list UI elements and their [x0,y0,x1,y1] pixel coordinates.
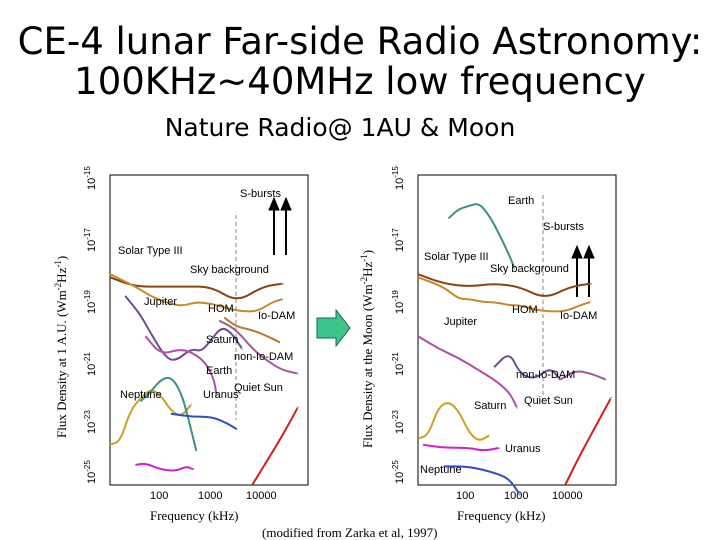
left-series-earth [139,376,198,452]
left-series-solar-type-iii [109,273,284,313]
right-label-hom: HOM [512,304,538,316]
left-label-io-dam: Io-DAM [258,310,295,322]
right-ytick-23: 10-23 [391,410,406,434]
left-label-earth: Earth [206,365,232,377]
right-plot-frame [417,174,617,486]
right-label-sky-background: Sky background [490,263,569,275]
left-label-s-bursts: S-bursts [240,188,281,200]
right-sburst-arrows [571,244,595,297]
right-ytick-21: 10-21 [391,352,406,376]
right-xtick-1000: 1000 [504,490,528,502]
right-label-earth: Earth [508,195,534,207]
right-xtick-100: 100 [456,490,474,502]
left-label-non-io-dam: non-Io-DAM [234,351,293,363]
right-label-quiet-sun: Quiet Sun [524,395,573,407]
left-label-neptune: Neptune [120,389,162,401]
right-label-uranus: Uranus [505,443,541,455]
left-xlabel: Frequency (kHz) [150,508,238,523]
left-series-sky-background [223,316,281,344]
left-label-solar-type-iii: Solar Type III [118,245,183,257]
right-label-solar-type-iii: Solar Type III [424,251,489,263]
page-title-line1: CE-4 lunar Far-side Radio Astronomy: [17,20,703,63]
right-series-solar-type-iii [417,276,592,313]
left-series-hom [124,295,243,361]
left-series-io-dam [218,319,299,375]
right-series-jupiter [417,335,518,409]
transfer-arrow-icon [316,308,351,348]
page-title-line2: 100KHz~40MHz low frequency [74,60,646,103]
right-series-uranus [422,443,501,452]
left-label-sky-background: Sky background [190,264,269,276]
page-subtitle: Nature Radio@ 1AU & Moon [164,113,516,142]
right-ylabel: Flux Density at the Moon (Wm-2Hz-1) [359,250,375,448]
left-ylabel: Flux Density at 1 A.U. (Wm-2Hz-1) [53,256,69,438]
right-ytick-17: 10-17 [391,228,406,252]
left-label-hom: HOM [208,303,234,315]
right-series-saturn [417,402,490,441]
left-series-jupiter [144,335,218,397]
right-label-jupiter: Jupiter [444,316,477,328]
right-ytick-25: 10-25 [391,460,406,484]
left-ytick-23: 10-23 [83,410,98,434]
right-xlabel: Frequency (kHz) [457,508,545,523]
left-label-jupiter: Jupiter [144,296,177,308]
right-series-io-dam [559,370,607,381]
right-xtick-10000: 10000 [552,490,583,502]
right-label-io-dam: Io-DAM [560,310,597,322]
right-label-s-bursts: S-bursts [543,221,584,233]
left-xtick-100: 100 [150,490,168,502]
left-xtick-10000: 10000 [246,490,277,502]
right-ytick-19: 10-19 [391,290,406,314]
left-sburst-arrows [268,196,292,255]
right-series-earth [447,203,516,269]
left-label-quiet-sun: Quiet Sun [234,382,283,394]
right-series-s-bursts [417,273,592,297]
left-label-uranus: Uranus [203,389,239,401]
left-series-uranus [170,412,238,431]
left-ytick-25: 10-25 [83,460,98,484]
credit-note: (modified from Zarka et al, 1997) [262,525,437,540]
left-xtick-1000: 1000 [198,490,222,502]
left-ytick-17: 10-17 [83,228,98,252]
right-ytick-15: 10-15 [391,166,406,190]
left-ytick-21: 10-21 [83,352,98,376]
right-series-quiet-sun [564,397,612,486]
left-series-quiet-sun [251,406,299,486]
left-ytick-15: 10-15 [83,166,98,190]
left-ytick-19: 10-19 [83,290,98,314]
right-label-non-io-dam: non-Io-DAM [516,369,575,381]
left-series-neptune [135,462,195,472]
left-label-saturn: Saturn [206,334,238,346]
right-label-saturn: Saturn [474,400,506,412]
right-series-hom [493,355,561,381]
right-label-neptune: Neptune [420,464,462,476]
right-series-neptune [443,465,521,496]
left-plot-frame [109,174,309,486]
